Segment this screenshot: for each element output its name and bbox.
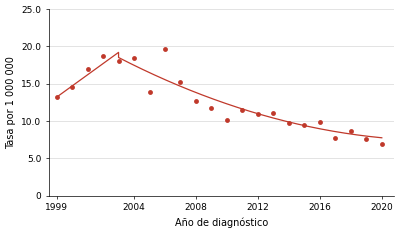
- Point: [301, 123, 308, 127]
- Point: [270, 111, 277, 115]
- Point: [115, 59, 122, 62]
- Point: [348, 129, 354, 133]
- Point: [162, 48, 168, 51]
- Point: [208, 106, 215, 110]
- Point: [84, 67, 91, 71]
- X-axis label: Año de diagnóstico: Año de diagnóstico: [175, 218, 268, 228]
- Point: [286, 121, 292, 124]
- Point: [54, 95, 60, 99]
- Point: [69, 85, 75, 89]
- Point: [363, 137, 370, 141]
- Point: [332, 136, 338, 139]
- Point: [239, 108, 246, 112]
- Point: [177, 80, 184, 84]
- Point: [146, 90, 153, 94]
- Point: [379, 142, 385, 146]
- Point: [100, 54, 106, 58]
- Point: [224, 118, 230, 121]
- Point: [193, 99, 199, 103]
- Y-axis label: Tasa por 1 000 000: Tasa por 1 000 000: [6, 56, 16, 149]
- Point: [131, 56, 137, 60]
- Point: [255, 113, 261, 116]
- Point: [317, 120, 323, 124]
